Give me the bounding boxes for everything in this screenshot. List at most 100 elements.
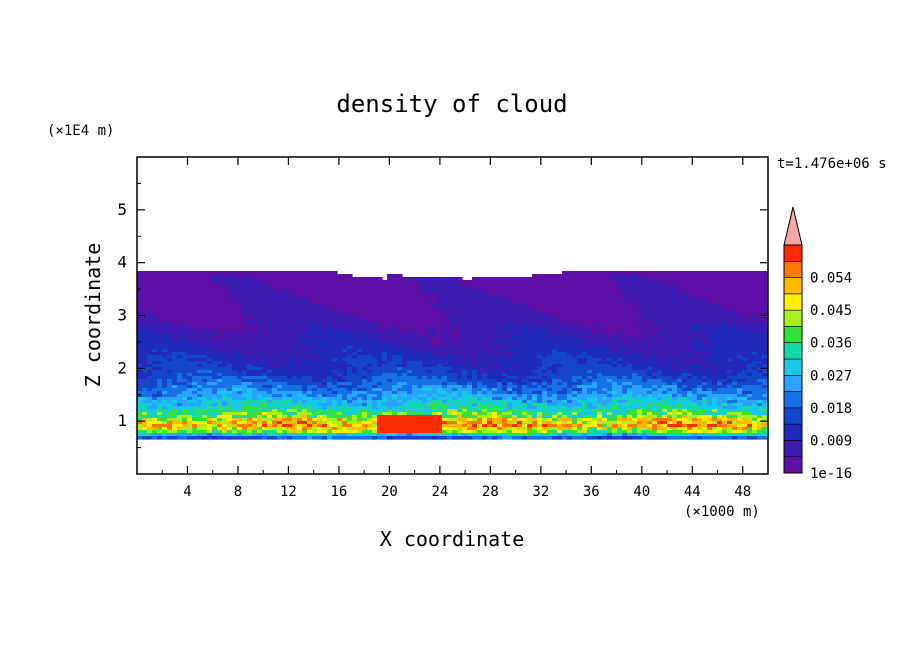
density-cell	[362, 280, 368, 284]
density-cell	[592, 328, 598, 332]
density-cell	[697, 367, 703, 371]
density-cell	[232, 304, 238, 308]
density-cell	[537, 289, 543, 293]
density-cell	[597, 286, 603, 290]
density-cell	[257, 286, 263, 290]
density-cell	[642, 310, 648, 314]
density-cell	[572, 310, 578, 314]
density-cell	[317, 280, 323, 284]
density-cell	[242, 334, 248, 338]
density-cell	[212, 277, 218, 281]
density-cell	[252, 301, 258, 305]
density-cell	[372, 361, 378, 365]
density-cell	[237, 322, 243, 326]
density-cell	[612, 358, 618, 362]
density-cell	[172, 310, 178, 314]
density-cell	[712, 334, 718, 338]
density-cell	[342, 313, 348, 317]
density-cell	[142, 271, 148, 275]
density-cell	[647, 304, 653, 308]
density-cell	[342, 358, 348, 362]
density-cell	[247, 322, 253, 326]
density-cell	[697, 382, 703, 386]
density-cell	[187, 358, 193, 362]
density-cell	[597, 334, 603, 338]
density-cell	[252, 277, 258, 281]
density-cell	[202, 304, 208, 308]
density-cell	[717, 289, 723, 293]
density-cell	[442, 358, 448, 362]
density-cell	[622, 295, 628, 299]
density-cell	[267, 340, 273, 344]
density-cell	[727, 313, 733, 317]
density-cell	[682, 370, 688, 374]
density-cell	[682, 316, 688, 320]
density-cell	[602, 277, 608, 281]
density-cell	[537, 376, 543, 380]
density-cell	[322, 361, 328, 365]
density-cell	[182, 352, 188, 356]
density-cell	[372, 331, 378, 335]
density-cell	[582, 355, 588, 359]
density-cell	[627, 331, 633, 335]
density-cell	[237, 385, 243, 389]
density-cell	[437, 289, 443, 293]
density-cell	[307, 334, 313, 338]
density-cell	[332, 319, 338, 323]
density-cell	[207, 388, 213, 392]
density-cell	[687, 346, 693, 350]
density-cell	[417, 292, 423, 296]
density-cell	[667, 376, 673, 380]
density-cell	[207, 307, 213, 311]
density-cell	[257, 358, 263, 362]
density-cell	[642, 352, 648, 356]
density-cell	[192, 274, 198, 278]
density-cell	[557, 325, 563, 329]
density-cell	[287, 385, 293, 389]
density-cell	[232, 298, 238, 302]
density-cell	[702, 271, 708, 275]
density-cell	[177, 289, 183, 293]
density-cell	[292, 340, 298, 344]
density-cell	[697, 376, 703, 380]
density-cell	[362, 355, 368, 359]
density-cell	[262, 343, 268, 347]
density-cell	[362, 286, 368, 290]
density-cell	[572, 274, 578, 278]
density-cell	[582, 331, 588, 335]
density-cell	[747, 382, 753, 386]
density-cell	[252, 322, 258, 326]
density-cell	[597, 364, 603, 368]
density-cell	[172, 304, 178, 308]
density-cell	[152, 349, 158, 353]
density-cell	[487, 382, 493, 386]
density-cell	[697, 346, 703, 350]
density-cell	[372, 277, 378, 281]
density-cell	[437, 325, 443, 329]
density-cell	[492, 352, 498, 356]
density-cell	[762, 343, 768, 347]
density-cell	[377, 301, 383, 305]
density-cell	[437, 376, 443, 380]
density-cell	[377, 328, 383, 332]
density-cell	[632, 340, 638, 344]
density-cell	[312, 292, 318, 296]
density-cell	[507, 346, 513, 350]
density-cell	[202, 328, 208, 332]
density-cell	[382, 376, 388, 380]
density-cell	[167, 352, 173, 356]
density-cell	[697, 304, 703, 308]
density-cell	[532, 304, 538, 308]
density-cell	[467, 340, 473, 344]
density-cell	[707, 307, 713, 311]
density-cell	[382, 307, 388, 311]
density-cell	[467, 385, 473, 389]
density-cell	[427, 388, 433, 392]
density-cell	[412, 364, 418, 368]
density-cell	[557, 334, 563, 338]
density-cell	[542, 337, 548, 341]
density-cell	[652, 307, 658, 311]
density-cell	[297, 370, 303, 374]
density-cell	[292, 373, 298, 377]
density-cell	[557, 358, 563, 362]
